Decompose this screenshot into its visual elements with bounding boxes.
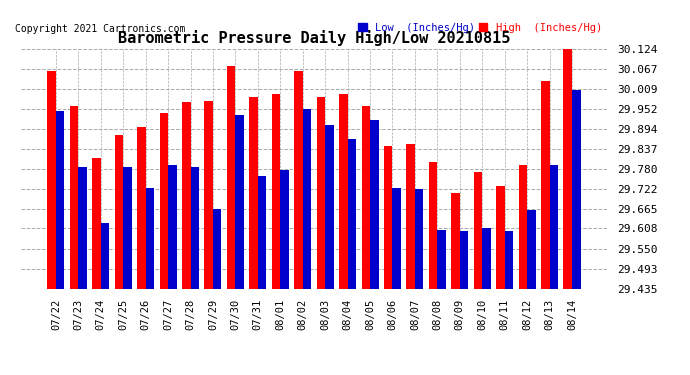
Bar xyxy=(303,110,311,289)
Bar xyxy=(474,172,482,289)
Bar xyxy=(460,231,469,289)
Bar xyxy=(370,120,379,289)
Bar xyxy=(115,135,124,289)
Bar xyxy=(56,111,64,289)
Bar xyxy=(572,90,580,289)
Bar xyxy=(159,113,168,289)
Bar xyxy=(204,100,213,289)
Bar xyxy=(168,165,177,289)
Bar xyxy=(429,162,437,289)
Bar xyxy=(339,94,348,289)
Bar xyxy=(393,188,401,289)
Bar xyxy=(70,106,79,289)
Bar xyxy=(235,115,244,289)
Bar xyxy=(227,66,235,289)
Bar xyxy=(182,102,190,289)
Bar xyxy=(258,176,266,289)
Title: Barometric Pressure Daily High/Low 20210815: Barometric Pressure Daily High/Low 20210… xyxy=(118,30,510,46)
Bar xyxy=(101,223,109,289)
Bar xyxy=(482,228,491,289)
Bar xyxy=(79,167,87,289)
Bar xyxy=(415,189,424,289)
Bar xyxy=(325,125,334,289)
Bar xyxy=(213,209,221,289)
Bar xyxy=(249,97,258,289)
Bar xyxy=(406,144,415,289)
Bar xyxy=(317,97,325,289)
Bar xyxy=(541,81,549,289)
Bar xyxy=(272,94,280,289)
Bar xyxy=(190,167,199,289)
Bar xyxy=(362,106,370,289)
Bar xyxy=(451,193,460,289)
Bar xyxy=(92,158,101,289)
Bar xyxy=(48,71,56,289)
Bar xyxy=(504,231,513,289)
Bar xyxy=(348,139,356,289)
Text: Copyright 2021 Cartronics.com: Copyright 2021 Cartronics.com xyxy=(15,24,185,34)
Bar xyxy=(519,165,527,289)
Bar xyxy=(437,230,446,289)
Bar xyxy=(280,170,289,289)
Bar xyxy=(137,127,146,289)
Bar xyxy=(527,210,535,289)
Bar xyxy=(384,146,393,289)
Legend: Low  (Inches/Hg), High  (Inches/Hg): Low (Inches/Hg), High (Inches/Hg) xyxy=(358,23,602,33)
Bar xyxy=(124,167,132,289)
Bar xyxy=(294,71,303,289)
Bar xyxy=(496,186,504,289)
Bar xyxy=(146,188,154,289)
Bar xyxy=(549,165,558,289)
Bar xyxy=(564,49,572,289)
